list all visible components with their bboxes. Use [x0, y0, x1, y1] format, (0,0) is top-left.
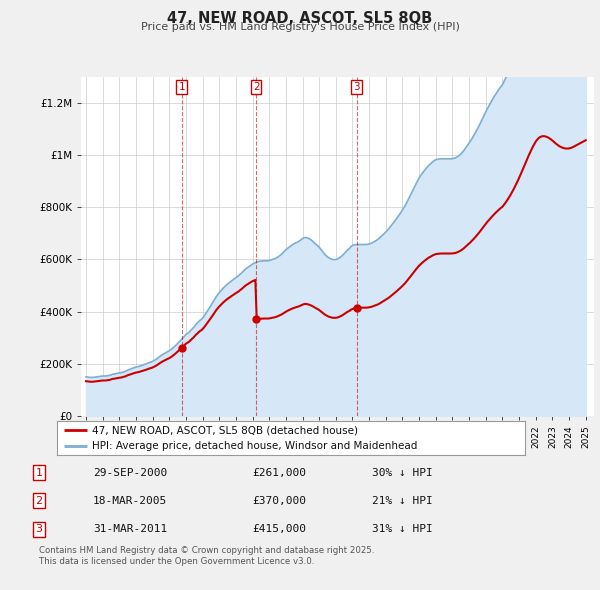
Text: 29-SEP-2000: 29-SEP-2000	[93, 468, 167, 477]
Text: 3: 3	[353, 82, 360, 92]
Text: 2: 2	[253, 82, 259, 92]
Text: £370,000: £370,000	[252, 496, 306, 506]
Text: Price paid vs. HM Land Registry's House Price Index (HPI): Price paid vs. HM Land Registry's House …	[140, 22, 460, 32]
Text: £261,000: £261,000	[252, 468, 306, 477]
Text: 1: 1	[35, 468, 43, 477]
Text: 47, NEW ROAD, ASCOT, SL5 8QB: 47, NEW ROAD, ASCOT, SL5 8QB	[167, 11, 433, 25]
Text: 18-MAR-2005: 18-MAR-2005	[93, 496, 167, 506]
Text: 31% ↓ HPI: 31% ↓ HPI	[372, 525, 433, 534]
Text: 2: 2	[35, 496, 43, 506]
Text: 31-MAR-2011: 31-MAR-2011	[93, 525, 167, 534]
Text: 47, NEW ROAD, ASCOT, SL5 8QB (detached house): 47, NEW ROAD, ASCOT, SL5 8QB (detached h…	[92, 425, 358, 435]
Text: HPI: Average price, detached house, Windsor and Maidenhead: HPI: Average price, detached house, Wind…	[92, 441, 418, 451]
Text: 21% ↓ HPI: 21% ↓ HPI	[372, 496, 433, 506]
Text: 30% ↓ HPI: 30% ↓ HPI	[372, 468, 433, 477]
Text: Contains HM Land Registry data © Crown copyright and database right 2025.
This d: Contains HM Land Registry data © Crown c…	[39, 546, 374, 566]
Text: 1: 1	[178, 82, 185, 92]
Text: £415,000: £415,000	[252, 525, 306, 534]
Text: 3: 3	[35, 525, 43, 534]
